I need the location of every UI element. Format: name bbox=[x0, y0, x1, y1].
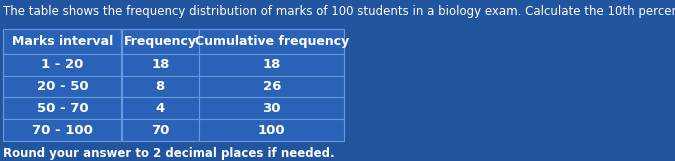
Bar bbox=[199, 76, 344, 97]
Bar bbox=[3, 119, 121, 141]
Text: 18: 18 bbox=[151, 58, 169, 71]
Text: 26: 26 bbox=[263, 80, 281, 93]
Bar bbox=[199, 97, 344, 119]
Text: 18: 18 bbox=[263, 58, 281, 71]
Bar bbox=[3, 76, 121, 97]
Bar bbox=[122, 54, 199, 76]
Bar bbox=[3, 29, 121, 54]
Text: 70: 70 bbox=[151, 123, 169, 137]
Bar bbox=[3, 97, 121, 119]
Bar bbox=[122, 119, 199, 141]
Bar bbox=[122, 97, 199, 119]
Bar bbox=[122, 76, 199, 97]
Text: 30: 30 bbox=[263, 102, 281, 115]
Text: Cumulative frequency: Cumulative frequency bbox=[194, 35, 349, 48]
Text: 20 - 50: 20 - 50 bbox=[36, 80, 88, 93]
Text: 50 - 70: 50 - 70 bbox=[36, 102, 88, 115]
Text: 100: 100 bbox=[258, 123, 286, 137]
Bar bbox=[199, 29, 344, 54]
Bar bbox=[122, 29, 199, 54]
Text: 4: 4 bbox=[156, 102, 165, 115]
Bar bbox=[3, 54, 121, 76]
Text: Marks interval: Marks interval bbox=[11, 35, 113, 48]
Text: Round your answer to 2 decimal places if needed.: Round your answer to 2 decimal places if… bbox=[3, 147, 335, 160]
Text: The table shows the frequency distribution of marks of 100 students in a biology: The table shows the frequency distributi… bbox=[3, 5, 675, 18]
Text: 8: 8 bbox=[156, 80, 165, 93]
Text: Frequency: Frequency bbox=[124, 35, 197, 48]
Bar bbox=[199, 54, 344, 76]
Text: 1 - 20: 1 - 20 bbox=[41, 58, 84, 71]
Bar bbox=[199, 119, 344, 141]
Text: 70 - 100: 70 - 100 bbox=[32, 123, 93, 137]
